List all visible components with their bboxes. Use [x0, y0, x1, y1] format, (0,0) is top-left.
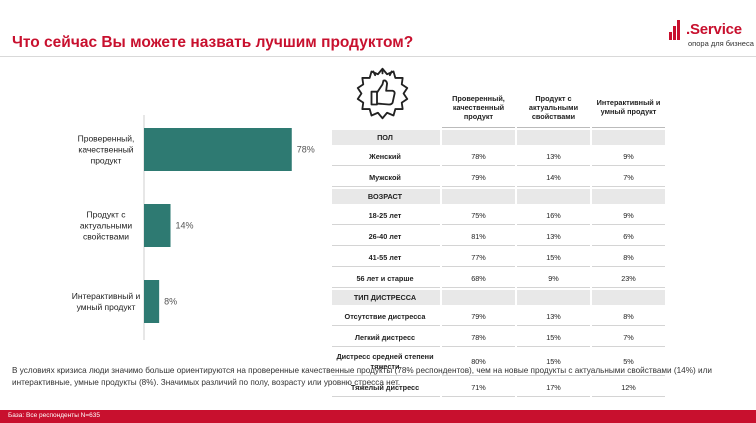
table-row: Дистресс средней степени тяжести 80% 15% … — [332, 349, 665, 376]
table-row: Легкий дистресс 78% 15% 7% — [332, 328, 665, 347]
table-row: Отсутствие дистресса 79% 13% 8% — [332, 307, 665, 326]
bar-value-label: 14% — [176, 221, 194, 231]
table-cell: 6% — [592, 227, 665, 246]
bar — [144, 204, 171, 247]
bar — [144, 128, 292, 171]
group-label: ВОЗРАСТ — [332, 189, 440, 204]
table-cell: 5% — [592, 349, 665, 376]
table-cell: 8% — [592, 248, 665, 267]
row-label: Отсутствие дистресса — [332, 307, 440, 326]
table-cell: 9% — [592, 206, 665, 225]
table-group-row: ВОЗРАСТ — [332, 189, 665, 204]
table-cell: 15% — [517, 328, 590, 347]
table-header-row: Проверенный, качественный продукт Продукт … — [332, 87, 665, 128]
logo-brand: .Service — [686, 21, 742, 38]
table-row: 41-55 лет 77% 15% 8% — [332, 248, 665, 267]
title-divider — [0, 56, 756, 57]
table-cell: 14% — [517, 168, 590, 187]
row-label: 18-25 лет — [332, 206, 440, 225]
table-cell: 7% — [592, 168, 665, 187]
table-cell: 7% — [592, 328, 665, 347]
table-cell: 75% — [442, 206, 515, 225]
table-cell: 13% — [517, 147, 590, 166]
row-label: 26-40 лет — [332, 227, 440, 246]
row-label: Тяжелый дистресс — [332, 378, 440, 397]
row-label: Мужской — [332, 168, 440, 187]
thumbs-up-badge-icon — [356, 67, 409, 120]
table-group-row: ПОЛ — [332, 130, 665, 145]
row-label: 41-55 лет — [332, 248, 440, 267]
table-cell: 9% — [517, 269, 590, 288]
table-cell: 78% — [442, 328, 515, 347]
table-cell: 13% — [517, 307, 590, 326]
table-cell: 8% — [592, 307, 665, 326]
table-cell: 79% — [442, 168, 515, 187]
table-cell: 12% — [592, 378, 665, 397]
table-cell: 15% — [517, 349, 590, 376]
table-cell: 78% — [442, 147, 515, 166]
row-label: Женский — [332, 147, 440, 166]
bar-value-label: 78% — [297, 145, 315, 155]
table-cell: 15% — [517, 248, 590, 267]
table-row: Женский 78% 13% 9% — [332, 147, 665, 166]
table-cell: 68% — [442, 269, 515, 288]
group-label: ПОЛ — [332, 130, 440, 145]
table-cell: 17% — [517, 378, 590, 397]
bar-value-label: 8% — [164, 297, 177, 307]
row-label: 56 лет и старше — [332, 269, 440, 288]
table-row: Мужской 79% 14% 7% — [332, 168, 665, 187]
logo-tagline: опора для бизнеса — [688, 39, 754, 48]
row-label: Легкий дистресс — [332, 328, 440, 347]
table-cell: 23% — [592, 269, 665, 288]
table-row: 26-40 лет 81% 13% 6% — [332, 227, 665, 246]
table-row: 56 лет и старше 68% 9% 23% — [332, 269, 665, 288]
table-cell: 16% — [517, 206, 590, 225]
table-column-header: Интерактивный и умный продукт — [592, 87, 665, 128]
table-cell: 13% — [517, 227, 590, 246]
table-group-row: ТИП ДИСТРЕССА — [332, 290, 665, 305]
bar-chart-logo-icon — [669, 20, 680, 40]
table-row: 18-25 лет 75% 16% 9% — [332, 206, 665, 225]
table-column-header: Проверенный, качественный продукт — [442, 87, 515, 128]
row-label: Дистресс средней степени тяжести — [332, 349, 440, 376]
footer-bar: База: Все респонденты N=635 — [0, 410, 756, 423]
table-row: Тяжелый дистресс 71% 17% 12% — [332, 378, 665, 397]
category-label: Интерактивный и умный продукт — [72, 291, 141, 312]
table-header-blank — [332, 87, 440, 128]
table-cell: 79% — [442, 307, 515, 326]
table-cell: 80% — [442, 349, 515, 376]
table-cell: 9% — [592, 147, 665, 166]
service-logo: .Service опора для бизнеса — [668, 10, 754, 52]
table-column-header: Продукт с актуальными свойствами — [517, 87, 590, 128]
bar — [144, 280, 160, 323]
bar-chart: 78% Проверенный, качественный продукт 14% Про… — [72, 115, 315, 340]
breakdown-table: Проверенный, качественный продукт Продукт … — [330, 85, 667, 399]
group-label: ТИП ДИСТРЕССА — [332, 290, 440, 305]
footer-base-note: База: Все респонденты N=635 — [8, 412, 101, 419]
category-label: Проверенный, качественный продукт — [78, 134, 135, 166]
table-cell: 81% — [442, 227, 515, 246]
table-cell: 71% — [442, 378, 515, 397]
summary-text: В условиях кризиса люди значимо больше о… — [12, 366, 712, 387]
page-title: Что сейчас Вы можете назвать лучшим прод… — [12, 34, 414, 51]
category-label: Продукт с актуальными свойствами — [80, 210, 132, 242]
table-cell: 77% — [442, 248, 515, 267]
